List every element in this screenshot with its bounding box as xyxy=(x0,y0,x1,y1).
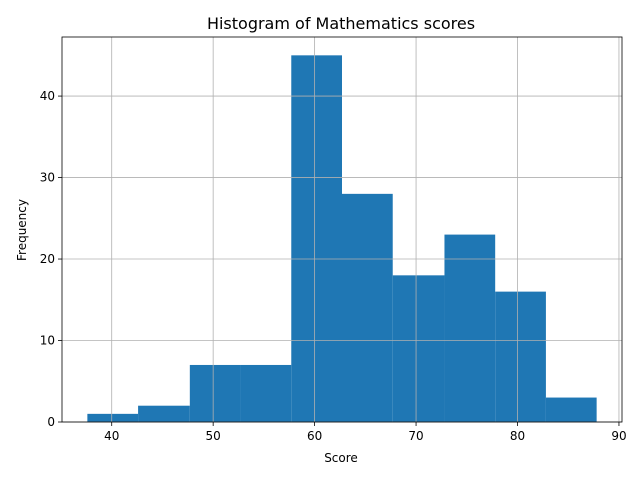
y-tick-label: 10 xyxy=(40,334,55,348)
x-tick-label: 40 xyxy=(104,429,119,443)
histogram-bar xyxy=(291,55,342,422)
plot-frame xyxy=(61,36,623,423)
histogram-bar xyxy=(392,275,445,422)
y-tick-label: 40 xyxy=(40,89,55,103)
x-tick-label: 80 xyxy=(510,429,525,443)
histogram-bar xyxy=(240,364,292,422)
bars-layer xyxy=(87,55,597,422)
histogram-bar xyxy=(342,193,393,422)
y-tick-label: 20 xyxy=(40,252,55,266)
x-axis-label: Score xyxy=(324,451,358,465)
x-tick-label: 90 xyxy=(611,429,626,443)
x-tick-label: 60 xyxy=(307,429,322,443)
histogram-bar xyxy=(545,397,597,422)
y-tick-label: 0 xyxy=(47,415,55,429)
y-axis-label: Frequency xyxy=(15,199,29,261)
x-tick-label: 70 xyxy=(408,429,423,443)
histogram-bar xyxy=(189,364,241,422)
histogram-bar xyxy=(444,234,496,422)
y-tick-label: 30 xyxy=(40,171,55,185)
histogram-bar xyxy=(495,291,546,422)
axes-layer: 40 50 60 70 80 90 0 10 20 30 40 xyxy=(40,36,627,443)
histogram-bar xyxy=(138,405,190,422)
x-tick-label: 50 xyxy=(206,429,221,443)
chart-title: Histogram of Mathematics scores xyxy=(207,14,475,33)
histogram-bar xyxy=(87,413,139,422)
